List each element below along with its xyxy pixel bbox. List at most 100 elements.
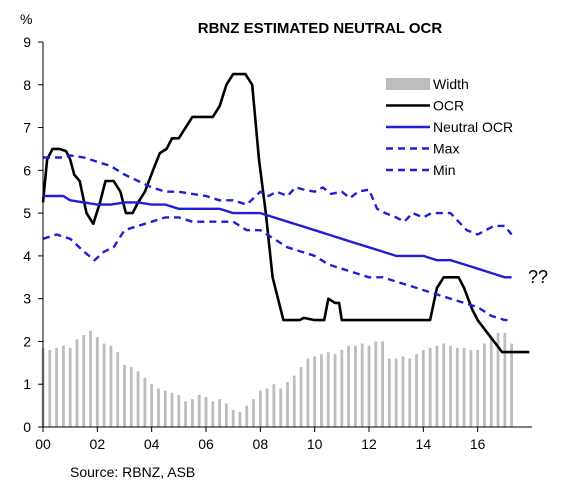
legend-neutral-ocr-label: Neutral OCR bbox=[433, 119, 513, 135]
width-bar bbox=[462, 347, 466, 427]
x-tick-label: 00 bbox=[35, 436, 51, 452]
series-lines bbox=[41, 72, 530, 354]
width-bar bbox=[279, 388, 283, 427]
width-bar bbox=[272, 384, 276, 427]
chart-title: RBNZ ESTIMATED NEUTRAL OCR bbox=[198, 20, 443, 37]
width-bar bbox=[442, 343, 446, 427]
width-bar bbox=[129, 367, 133, 427]
width-bar bbox=[150, 384, 154, 427]
width-bars bbox=[41, 330, 514, 427]
width-bar bbox=[177, 394, 181, 427]
width-bar bbox=[218, 399, 221, 427]
y-tick-label: 2 bbox=[23, 333, 31, 349]
width-bar bbox=[374, 341, 378, 427]
width-bar bbox=[197, 394, 201, 427]
y-tick-label: 7 bbox=[23, 120, 31, 136]
width-bar bbox=[258, 390, 262, 427]
width-bar bbox=[326, 352, 330, 427]
width-bar bbox=[421, 350, 425, 427]
width-bar bbox=[61, 345, 65, 427]
width-bar bbox=[82, 335, 86, 427]
min-line bbox=[42, 216, 512, 322]
x-tick-label: 12 bbox=[361, 436, 377, 452]
legend-width-swatch bbox=[386, 78, 430, 90]
y-tick-label: 3 bbox=[23, 291, 31, 307]
width-bar bbox=[381, 341, 384, 427]
width-bar bbox=[184, 401, 188, 427]
width-bar bbox=[360, 343, 364, 427]
x-tick-label: 08 bbox=[253, 436, 269, 452]
width-bar bbox=[204, 397, 208, 427]
x-tick-label: 14 bbox=[416, 436, 432, 452]
width-bar bbox=[469, 350, 473, 427]
width-bar bbox=[245, 405, 249, 427]
width-bar bbox=[333, 354, 337, 427]
width-bar bbox=[387, 358, 391, 427]
width-bar bbox=[163, 390, 167, 427]
width-bar bbox=[313, 356, 317, 427]
ocr-line bbox=[41, 72, 530, 354]
width-bar bbox=[68, 347, 72, 427]
legend: Width OCR Neutral OCR Max Min bbox=[386, 76, 513, 178]
width-bar bbox=[109, 345, 113, 427]
y-tick-label: 4 bbox=[23, 248, 31, 264]
width-bar bbox=[292, 375, 296, 427]
width-bar bbox=[449, 345, 452, 427]
width-bar bbox=[476, 350, 480, 427]
width-bar bbox=[252, 399, 255, 427]
width-bar bbox=[347, 345, 351, 427]
neutral-ocr-line bbox=[43, 194, 512, 279]
width-bar bbox=[299, 367, 303, 427]
y-tick-label: 8 bbox=[23, 77, 31, 93]
legend-ocr-label: OCR bbox=[433, 98, 464, 114]
legend-width-label: Width bbox=[433, 76, 469, 92]
width-bar bbox=[510, 343, 514, 427]
x-tick-label: 02 bbox=[90, 436, 106, 452]
width-bar bbox=[116, 352, 120, 427]
x-tick-label: 06 bbox=[198, 436, 214, 452]
width-bar bbox=[136, 371, 140, 427]
width-bar bbox=[231, 409, 235, 427]
width-bar bbox=[394, 358, 398, 427]
y-axis-unit-label: % bbox=[20, 11, 32, 27]
width-bar bbox=[435, 345, 439, 427]
width-bar bbox=[48, 350, 52, 427]
y-tick-label: 9 bbox=[23, 34, 31, 50]
width-bar bbox=[95, 337, 99, 427]
width-bar bbox=[455, 347, 459, 427]
width-bar bbox=[428, 347, 432, 427]
width-bar bbox=[503, 332, 507, 427]
width-bar bbox=[367, 345, 371, 427]
width-bar bbox=[354, 345, 357, 427]
width-bar bbox=[224, 403, 228, 427]
width-bar bbox=[191, 399, 194, 427]
width-bar bbox=[143, 377, 147, 427]
width-bar bbox=[415, 354, 418, 427]
source-note: Source: RBNZ, ASB bbox=[70, 464, 195, 480]
width-bar bbox=[408, 358, 412, 427]
width-bar bbox=[286, 382, 289, 427]
width-bar bbox=[75, 339, 79, 427]
width-bar bbox=[123, 364, 126, 427]
width-bar bbox=[89, 330, 92, 427]
width-bar bbox=[320, 354, 323, 427]
width-bar bbox=[157, 388, 160, 427]
y-tick-label: 1 bbox=[23, 376, 31, 392]
width-bar bbox=[102, 343, 106, 427]
y-tick-label: 0 bbox=[23, 419, 31, 435]
annotation-label: ?? bbox=[528, 267, 548, 287]
width-bar bbox=[265, 388, 269, 427]
width-bar bbox=[211, 401, 215, 427]
x-tick-label: 04 bbox=[144, 436, 160, 452]
width-bar bbox=[340, 350, 344, 427]
width-bar bbox=[496, 332, 500, 427]
width-bar bbox=[489, 337, 493, 427]
width-bar bbox=[306, 358, 310, 427]
legend-min-label: Min bbox=[433, 162, 456, 178]
width-bar bbox=[483, 343, 486, 427]
width-bar bbox=[401, 356, 405, 427]
y-tick-label: 6 bbox=[23, 162, 31, 178]
legend-max-label: Max bbox=[433, 141, 459, 157]
